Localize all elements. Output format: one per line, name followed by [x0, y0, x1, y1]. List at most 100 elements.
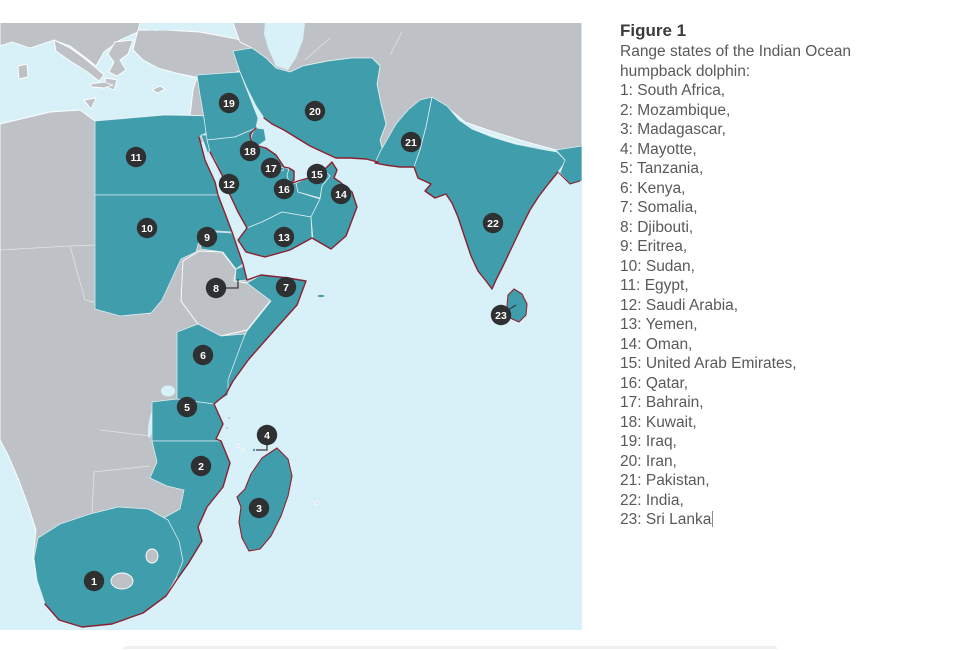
- legend-line[interactable]: 14: Oman,: [620, 335, 693, 353]
- figure-caption[interactable]: Figure 1 Range states of the Indian Ocea…: [620, 19, 965, 530]
- map-marker-18: [239, 140, 261, 162]
- sardinia-island: [17, 63, 29, 80]
- legend-line[interactable]: 6: Kenya,: [620, 179, 686, 197]
- legend-line[interactable]: 21: Pakistan,: [620, 472, 710, 489]
- italy-landmass: [53, 39, 105, 82]
- map-marker-13: [273, 226, 295, 248]
- map-marker-label: 17: [265, 163, 277, 175]
- map-marker-23: [490, 304, 512, 326]
- map-marker-label: 15: [311, 169, 323, 181]
- map-marker-label: 6: [200, 350, 206, 362]
- map-marker-19: [218, 92, 240, 114]
- map-marker-label: 12: [223, 179, 235, 191]
- caption-line: humpback dolphin:: [620, 62, 751, 80]
- map-marker-16: [273, 178, 295, 200]
- small-islands: [236, 444, 319, 505]
- africa-east-coast: [44, 136, 307, 628]
- legend-line[interactable]: 9: Eritrea,: [620, 238, 688, 255]
- map-marker-label: 13: [278, 232, 290, 244]
- legend-line[interactable]: 13: Yemen,: [620, 316, 698, 333]
- legend-line[interactable]: 11: Egypt,: [620, 277, 689, 294]
- map-marker-17: [260, 157, 282, 179]
- legend-line[interactable]: 1: South Africa,: [620, 82, 726, 99]
- legend-line[interactable]: 22: India,: [620, 491, 684, 509]
- caspian-sea: [264, 23, 305, 70]
- legend-line[interactable]: 12: Saudi Arabia,: [620, 296, 739, 314]
- map-marker-label: 4: [264, 430, 270, 442]
- enclaves: [110, 548, 159, 590]
- map-marker-15: [306, 163, 328, 185]
- map-marker-4: [256, 424, 278, 446]
- egypt: [94, 114, 219, 196]
- greece-landmass: [107, 39, 134, 77]
- map-marker-label: 18: [244, 146, 256, 158]
- lake-victoria: [161, 385, 175, 397]
- bengal-delta-coast: [558, 172, 581, 185]
- legend-line[interactable]: 5: Tanzania,: [620, 160, 704, 177]
- map-marker-21: [400, 131, 422, 153]
- crete-island: [89, 81, 114, 89]
- page-divider: [123, 646, 778, 650]
- sri-lanka-coast: [506, 288, 528, 323]
- legend-line[interactable]: 10: Sudan,: [620, 257, 695, 275]
- map-marker-label: 9: [204, 232, 210, 244]
- lesotho: [110, 572, 134, 590]
- map-marker-label: 7: [283, 282, 289, 294]
- map-marker-label: 23: [495, 310, 507, 322]
- legend-line[interactable]: 19: Iraq,: [620, 433, 677, 450]
- map-marker-label: 1: [91, 576, 97, 588]
- map-marker-label: 2: [198, 461, 204, 473]
- map-marker-2: [190, 455, 212, 477]
- pemba-island: [227, 416, 231, 420]
- legend-line[interactable]: 16: Qatar,: [620, 374, 689, 392]
- legend-line[interactable]: 4: Mayotte,: [620, 140, 697, 158]
- map-marker-11: [125, 146, 147, 168]
- legend-line[interactable]: 17: Bahrain,: [620, 394, 704, 411]
- map-marker-label: 14: [335, 189, 347, 201]
- asia-south-coast: [263, 117, 559, 290]
- sicily-island: [83, 97, 97, 110]
- legend-line[interactable]: 8: Djibouti,: [620, 218, 694, 236]
- map-marker-label: 10: [141, 223, 153, 235]
- map-marker-label: 5: [184, 402, 190, 414]
- legend-line[interactable]: 23: Sri Lanka: [620, 511, 714, 528]
- legend-line[interactable]: 7: Somalia,: [620, 199, 698, 216]
- reunion-island: [315, 501, 319, 505]
- map-marker-12: [218, 173, 240, 195]
- map-marker-label: 3: [256, 503, 262, 515]
- map-marker-label: 22: [487, 218, 499, 230]
- map-figure[interactable]: 1 2 3 4 5 6 7 8 9 10 11 12 13 14 15 16 17 18 19 20 21 22 23: [0, 23, 582, 630]
- map-marker-3: [248, 497, 270, 519]
- map-marker-label: 16: [278, 184, 290, 196]
- map-marker-14: [330, 183, 352, 205]
- map-marker-label: 11: [130, 152, 141, 164]
- legend-line[interactable]: 15: United Arab Emirates,: [620, 355, 797, 372]
- zanzibar-island: [225, 426, 229, 430]
- map-marker-label: 20: [309, 106, 321, 118]
- ethiopia-landmass: [180, 250, 272, 337]
- map-marker-label: 21: [405, 137, 417, 149]
- legend-line[interactable]: 18: Kuwait,: [620, 413, 697, 431]
- figure-subtitle: Range states of the Indian Ocean humpback…: [620, 42, 965, 81]
- legend-list: 1: South Africa, 2: Mozambique, 3: Madagas…: [620, 81, 965, 530]
- arabia-coast: [209, 127, 358, 258]
- map-marker-6: [192, 344, 214, 366]
- map-marker-10: [136, 217, 158, 239]
- caption-line: Range states of the Indian Ocean: [620, 43, 851, 60]
- mayotte-island: [251, 447, 256, 452]
- map-marker-8: [205, 277, 227, 299]
- cyprus-island: [151, 85, 166, 94]
- map-marker-20: [304, 100, 326, 122]
- map-marker-label: 19: [223, 98, 235, 110]
- figure-title: Figure 1: [620, 21, 687, 40]
- legend-line[interactable]: 20: Iran,: [620, 452, 677, 470]
- map-marker-22: [482, 212, 504, 234]
- legend-line[interactable]: 2: Mozambique,: [620, 101, 731, 119]
- comoros-island: [236, 444, 240, 448]
- legend-line[interactable]: 3: Madagascar,: [620, 121, 726, 138]
- socotra-island: [316, 294, 326, 298]
- comoros-island-2: [241, 448, 245, 452]
